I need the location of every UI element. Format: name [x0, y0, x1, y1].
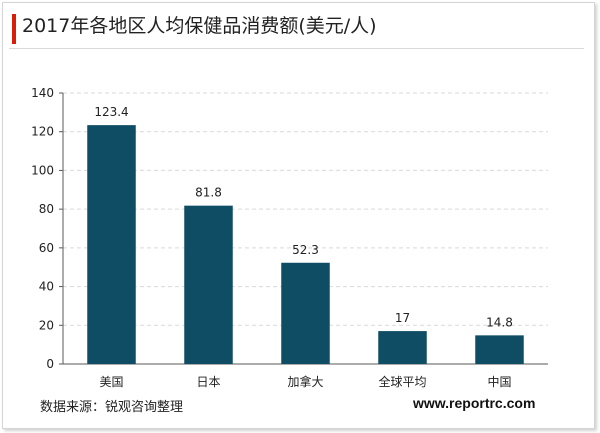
data-label: 17: [395, 311, 410, 325]
chart-title: 2017年各地区人均保健品消费额(美元/人): [22, 15, 377, 37]
y-tick-label: 40: [39, 280, 54, 294]
y-tick-label: 100: [31, 163, 54, 177]
data-label: 123.4: [94, 105, 128, 119]
x-category-label: 全球平均: [378, 374, 426, 389]
bar: [281, 262, 330, 364]
title-accent-bar: [12, 14, 16, 44]
bar: [378, 331, 427, 364]
y-tick-label: 140: [31, 86, 54, 100]
labels: 0 20 40 60 80 100 120 140 123.4 美国 81.8 日本 52.3 加拿大 17…: [31, 86, 513, 389]
data-label: 81.8: [195, 186, 222, 200]
x-category-label: 日本: [196, 375, 220, 389]
website-url: www.reportrc.com: [413, 395, 536, 411]
x-category-label: 加拿大: [287, 374, 323, 389]
y-tick-label: 120: [31, 125, 54, 139]
source-note: 数据来源：锐观咨询整理: [40, 400, 184, 415]
bar: [87, 125, 136, 364]
y-tick-label: 60: [39, 241, 54, 255]
bars: [87, 125, 524, 364]
bar: [475, 335, 524, 364]
bar: [184, 205, 233, 364]
x-category-label: 美国: [99, 375, 123, 389]
y-tick-label: 80: [39, 202, 54, 216]
title-divider: [9, 48, 584, 49]
y-tick-label: 0: [46, 357, 54, 371]
gridlines: [63, 92, 548, 326]
data-label: 14.8: [486, 315, 513, 329]
x-category-label: 中国: [487, 374, 511, 389]
y-tick-label: 20: [39, 318, 54, 332]
data-label: 52.3: [292, 243, 319, 257]
